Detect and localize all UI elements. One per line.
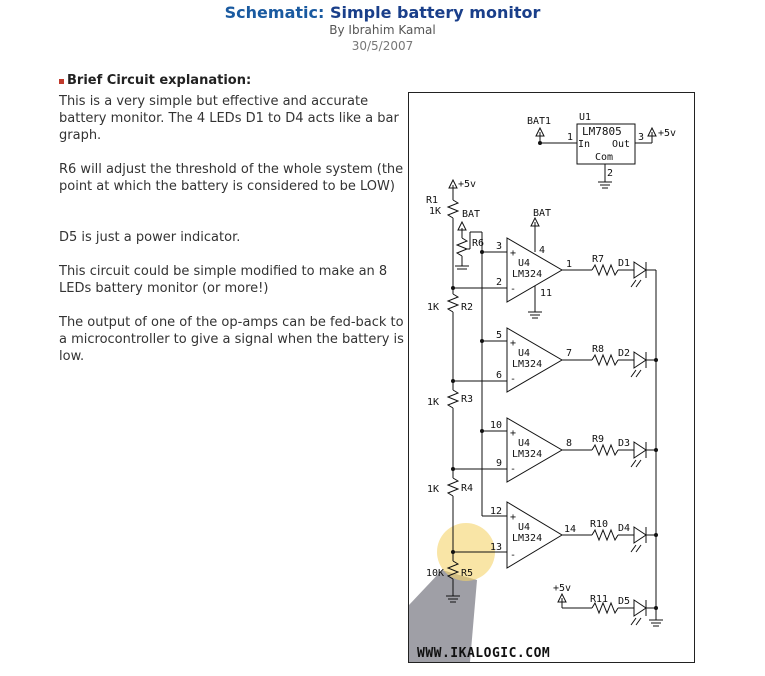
- pin-opamp2-minus: 6: [496, 370, 502, 381]
- opamp1-plus-sign: +: [510, 248, 516, 259]
- opamp3-minus-sign: -: [510, 464, 516, 475]
- label-opamp4-ref: U4: [518, 522, 530, 533]
- label-divider-vcc: +5v: [458, 179, 476, 190]
- label-d5: D5: [618, 596, 630, 607]
- label-opamp3-ref: U4: [518, 438, 530, 449]
- label-r1: R1: [426, 195, 438, 206]
- label-r7: R7: [592, 254, 604, 265]
- resistor-r3: [446, 389, 460, 409]
- pin-opamp1-out: 1: [566, 259, 572, 270]
- pin-opamp1-minus: 2: [496, 277, 502, 288]
- label-r5: R5: [461, 568, 473, 579]
- opamp2-plus-sign: +: [510, 338, 516, 349]
- label-d3: D3: [618, 438, 630, 449]
- label-r3: R3: [461, 394, 473, 405]
- paragraph-intro: This is a very simple but effective and …: [59, 94, 399, 143]
- label-d2: D2: [618, 348, 630, 359]
- pin-reg-in: 1: [567, 132, 573, 143]
- label-r4: R4: [461, 483, 473, 494]
- pin-opamp1-gnd: 11: [540, 288, 552, 299]
- opamp4-minus-sign: -: [510, 550, 516, 561]
- pin-opamp2-plus: 5: [496, 330, 502, 341]
- pin-opamp2-out: 7: [566, 348, 572, 359]
- paragraph-feedback: The output of one of the op-amps can be …: [59, 315, 404, 364]
- pin-reg-out: 3: [638, 132, 644, 143]
- label-opamp2-part: LM324: [512, 359, 542, 370]
- opamp2-minus-sign: -: [510, 374, 516, 385]
- pin-opamp1-vcc: 4: [539, 245, 545, 256]
- label-com: Com: [595, 152, 613, 163]
- label-r8: R8: [592, 344, 604, 355]
- label-lm7805: LM7805: [582, 125, 622, 138]
- label-r2: R2: [461, 302, 473, 313]
- title-text: Simple battery monitor: [329, 3, 541, 22]
- schematic-diagram: BAT1 U1 LM7805 In Out Com 1 3 2 +5v +5v …: [408, 92, 695, 663]
- label-out: Out: [612, 139, 630, 150]
- label-in: In: [578, 139, 590, 150]
- label-r4-val: 1K: [427, 484, 439, 495]
- pin-opamp4-plus: 12: [490, 506, 502, 517]
- pin-opamp4-minus: 13: [490, 542, 502, 553]
- label-opamp1-vcc: BAT: [533, 208, 551, 219]
- pin-opamp4-out: 14: [564, 524, 576, 535]
- section-heading: Brief Circuit explanation:: [67, 73, 252, 88]
- watermark: WWW.IKALOGIC.COM: [417, 646, 550, 661]
- resistor-r4: [446, 477, 460, 497]
- label-opamp1-part: LM324: [512, 269, 542, 280]
- label-u1: U1: [579, 112, 591, 123]
- label-r1-val: 1K: [429, 206, 441, 217]
- label-opamp2-ref: U4: [518, 348, 530, 359]
- opamp1-minus-sign: -: [510, 284, 516, 295]
- label-power-vcc: +5v: [553, 583, 571, 594]
- pin-reg-com: 2: [607, 168, 613, 179]
- label-r6: R6: [472, 238, 484, 249]
- label-d4: D4: [618, 523, 630, 534]
- label-opamp1-ref: U4: [518, 258, 530, 269]
- resistor-r1: [446, 199, 460, 219]
- paragraph-threshold: R6 will adjust the threshold of the whol…: [59, 162, 404, 194]
- opamp-2: [506, 327, 563, 393]
- label-opamp4-part: LM324: [512, 533, 542, 544]
- opamp-3: [506, 417, 563, 483]
- title-lead: Schematic:: [224, 3, 325, 22]
- cursor-shadow: [409, 570, 477, 662]
- page-title: Schematic: Simple battery monitor: [0, 3, 765, 22]
- label-r5-val: 10K: [426, 568, 444, 579]
- label-r11: R11: [590, 594, 608, 605]
- resistor-r2: [446, 293, 460, 313]
- opamp3-plus-sign: +: [510, 428, 516, 439]
- label-r9: R9: [592, 434, 604, 445]
- opamp4-plus-sign: +: [510, 512, 516, 523]
- bullet-icon: [59, 79, 64, 84]
- pin-opamp3-minus: 9: [496, 458, 502, 469]
- paragraph-expand: This circuit could be simple modified to…: [59, 264, 388, 296]
- date-line: 30/5/2007: [351, 39, 414, 53]
- label-d1: D1: [618, 258, 630, 269]
- regulator-body: [576, 123, 636, 165]
- label-r6-bat: BAT: [462, 209, 480, 220]
- pin-opamp3-plus: 10: [490, 420, 502, 431]
- resistor-r5: [446, 560, 460, 580]
- opamp-4: [506, 501, 563, 569]
- pin-opamp3-out: 8: [566, 438, 572, 449]
- label-bat1: BAT1: [527, 116, 551, 127]
- label-r2-val: 1K: [427, 302, 439, 313]
- label-r10: R10: [590, 519, 608, 530]
- resistor-r6: [455, 237, 469, 257]
- author-line: By Ibrahim Kamal: [329, 23, 436, 37]
- label-opamp3-part: LM324: [512, 449, 542, 460]
- paragraph-power: D5 is just a power indicator.: [59, 230, 241, 245]
- label-reg-vout: +5v: [658, 128, 676, 139]
- pin-opamp1-plus: 3: [496, 241, 502, 252]
- label-r3-val: 1K: [427, 397, 439, 408]
